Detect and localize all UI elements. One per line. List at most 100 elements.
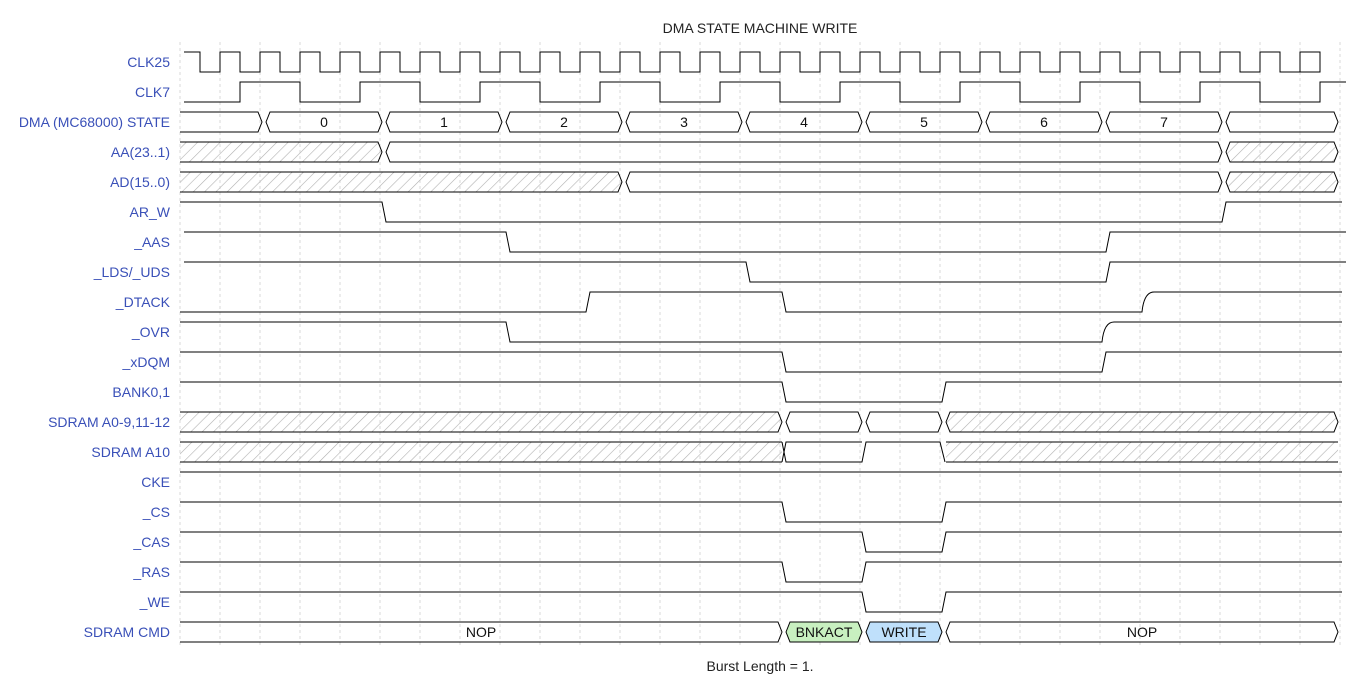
signal-label: _WE: [139, 594, 170, 610]
bus-outline: [985, 111, 1103, 133]
wire-waveform: [184, 231, 1346, 253]
signal-label: _DTACK: [115, 294, 170, 310]
bus-outline: [945, 621, 1339, 643]
bus-outline: [180, 621, 783, 643]
signal-label: _CS: [142, 504, 170, 520]
signal-clk7: [184, 81, 1346, 103]
bus-segment-label: 1: [440, 114, 448, 130]
signal-lds-uds: [184, 261, 1346, 283]
signal-ar-w: [180, 201, 1342, 223]
wire-waveform: [180, 591, 1342, 613]
bus-segment-fill: [180, 142, 382, 162]
bus-outline: [745, 111, 863, 133]
bus-outline: [625, 171, 1223, 193]
signal-label: CLK25: [127, 54, 170, 70]
grid-lines: [179, 42, 1341, 648]
wire-waveform: [180, 351, 1342, 373]
wire-waveform: [180, 291, 1342, 313]
bus-outline: [1225, 111, 1339, 133]
signal-label: _CAS: [133, 534, 170, 550]
bus-segment-label: 3: [680, 114, 688, 130]
bus-segment-fill: [180, 412, 782, 432]
wire-waveform: [184, 261, 1346, 283]
signal-sdram-cmd: NOP BNKACT WRITE NOP: [180, 621, 1339, 643]
bus-segment-fill: [180, 172, 622, 192]
signal-label: _OVR: [131, 324, 170, 340]
signal-label: SDRAM A10: [91, 444, 170, 460]
signal-sdram-a10: [180, 441, 1338, 463]
bus-outline: [785, 411, 863, 433]
signal-label: BANK0,1: [112, 384, 170, 400]
wire-waveform: [180, 381, 1342, 403]
bus-segment-label: NOP: [1127, 624, 1157, 640]
signal-cas: [180, 531, 1342, 553]
hatch-segment: [946, 442, 1338, 462]
bus-outline: [625, 111, 743, 133]
bus-outline: [505, 111, 623, 133]
bus-segment-fill: [626, 172, 1222, 192]
signal-xdqm: [180, 351, 1342, 373]
bus-outline: [1225, 171, 1339, 193]
signal-bank0-1: [180, 381, 1342, 403]
bus-segment-label: 0: [320, 114, 328, 130]
bus-segment-label: NOP: [466, 624, 496, 640]
bus-outline: [865, 411, 943, 433]
wire-waveform: [781, 441, 946, 463]
signal-ras: [180, 561, 1342, 583]
signal-ovr: [180, 321, 1342, 343]
bus-segment-label: WRITE: [881, 624, 926, 640]
signal-ad-15-0: [180, 171, 1339, 193]
bus-outline: [180, 411, 783, 433]
bus-segment-fill: [1226, 142, 1338, 162]
wire-waveform: [180, 531, 1342, 553]
signal-dtack: [180, 291, 1342, 313]
bus-segment-fill: [866, 622, 942, 642]
wire-edge: [781, 441, 862, 463]
bus-outline: [945, 411, 1339, 433]
signal-label: DMA (MC68000) STATE: [18, 114, 170, 130]
wire-waveform: [180, 561, 1342, 583]
bus-segment-fill: [946, 412, 1338, 432]
bus-segment-fill: [786, 622, 862, 642]
hatch-segment: [180, 442, 782, 462]
bus-outline: [1225, 141, 1339, 163]
bus-segment-label: 4: [800, 114, 808, 130]
signal-label: AR_W: [129, 204, 170, 220]
bus-segment-label: 6: [1040, 114, 1048, 130]
bus-outline: [385, 111, 503, 133]
signal-clk25: [184, 51, 1321, 73]
bus-outline: [180, 111, 263, 133]
bus-segment-fill: [786, 412, 862, 432]
signal-label: _xDQM: [122, 354, 170, 370]
bus-outline: [785, 621, 863, 643]
signal-label: _RAS: [133, 564, 170, 580]
bus-segment-label: 5: [920, 114, 928, 130]
signal-aa-23-1: [180, 141, 1339, 163]
wire-waveform: [180, 201, 1342, 223]
bus-outline: [180, 141, 383, 163]
signal-label: AA(23..1): [110, 144, 170, 160]
bus-segment-fill: [866, 412, 942, 432]
wire-waveform: [180, 501, 1342, 523]
signal-traces: 0 1 2 3 4 5 6 7 NOP BNKACT WRITE NOP: [180, 51, 1346, 643]
bus-outline: [385, 141, 1223, 163]
signal-label: AD(15..0): [110, 174, 170, 190]
signal-sdram-a0-9-11-12: [180, 411, 1339, 433]
signal-label: _AAS: [134, 234, 170, 250]
signal-label: CKE: [141, 474, 170, 490]
bus-segment-label: 7: [1160, 114, 1168, 130]
signal-label: SDRAM A0-9,11-12: [48, 414, 170, 430]
bus-outline: [1105, 111, 1223, 133]
bus-segment-label: BNKACT: [796, 624, 853, 640]
signal-we: [180, 591, 1342, 613]
bus-outline: [865, 111, 983, 133]
wire-waveform: [180, 321, 1342, 343]
bus-outline: [180, 171, 623, 193]
bus-segment-fill: [1226, 112, 1338, 132]
signal-label: CLK7: [134, 84, 170, 100]
signal-dma-mc68000-state: 0 1 2 3 4 5 6 7: [180, 111, 1339, 133]
signal-cs: [180, 501, 1342, 523]
diagram-title: DMA STATE MACHINE WRITE: [662, 20, 858, 36]
bus-segment-fill: [180, 112, 262, 132]
